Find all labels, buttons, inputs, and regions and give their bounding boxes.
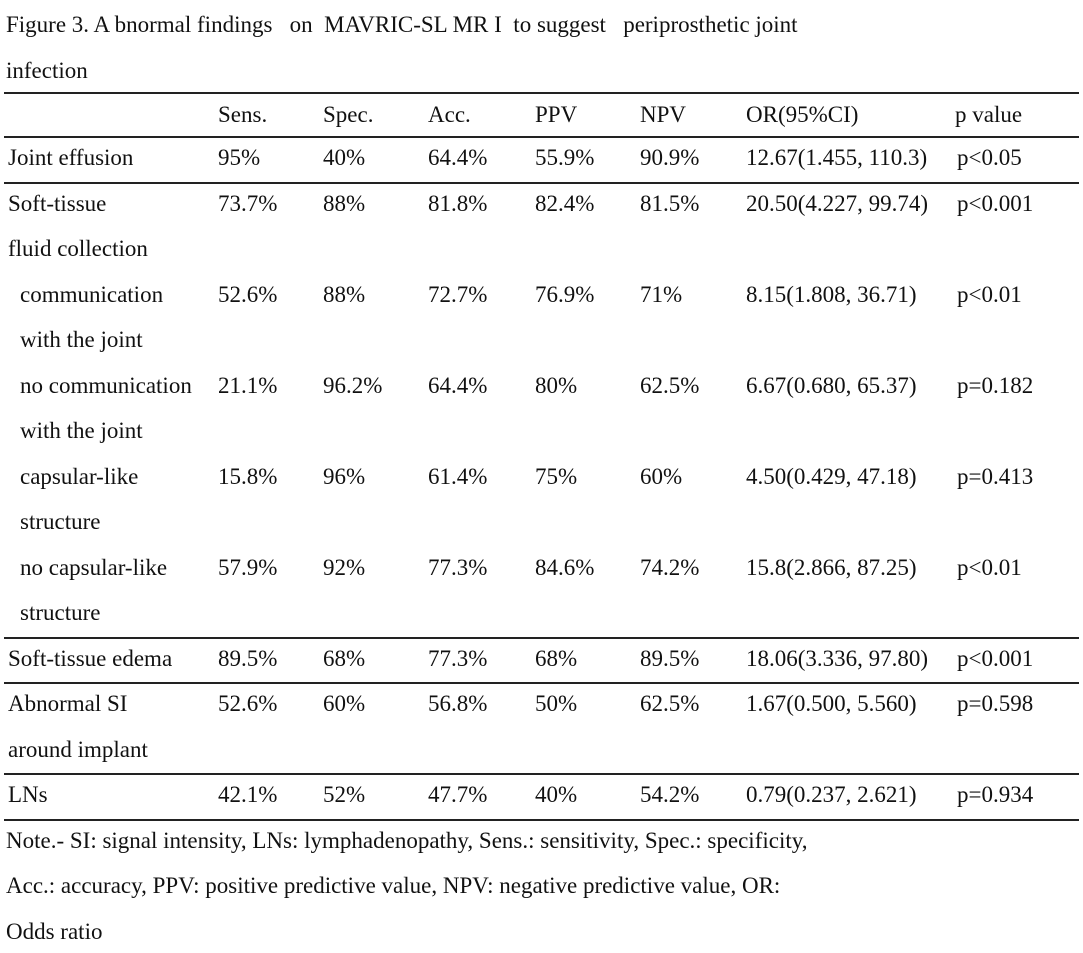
cell: 89.5% (640, 645, 700, 671)
cell: 95% (218, 145, 261, 170)
cell: 81.8% (428, 190, 488, 216)
row-label: structure (20, 509, 101, 534)
cell: 52% (323, 782, 366, 807)
row-label: Abnormal SI (8, 691, 128, 716)
cell: 60% (640, 463, 683, 489)
table-rule (4, 682, 1079, 684)
cell: 62.5% (640, 372, 700, 398)
table-rule (4, 136, 1079, 138)
cell: p=0.598 (957, 691, 1034, 716)
cell: 57.9% (218, 554, 278, 580)
cell: p<0.01 (957, 554, 1022, 580)
row-label: capsular-like (20, 463, 139, 489)
cell: 21.1% (218, 372, 278, 398)
cell: 12.67(1.455, 110.3) (746, 145, 928, 170)
row-label: LNs (8, 782, 48, 807)
column-header: p value (955, 102, 1023, 127)
cell: 68% (323, 645, 366, 671)
cell: p=0.413 (957, 463, 1034, 489)
column-header: PPV (535, 102, 578, 127)
cell: 77.3% (428, 554, 488, 580)
row-label: with the joint (20, 418, 143, 443)
cell: 81.5% (640, 190, 700, 216)
cell: p<0.001 (957, 645, 1034, 671)
cell: 55.9% (535, 145, 595, 170)
table-rule (4, 773, 1079, 775)
cell: p<0.05 (957, 145, 1022, 170)
note-line: Odds ratio (6, 918, 103, 944)
cell: 18.06(3.336, 97.80) (746, 645, 929, 671)
cell: 8.15(1.808, 36.71) (746, 281, 917, 307)
row-label: communication (20, 281, 164, 307)
cell: 71% (640, 281, 683, 307)
cell: 96.2% (323, 372, 383, 398)
title-line: Figure 3. A bnormal findings on MAVRIC-S… (6, 12, 798, 37)
cell: 92% (323, 554, 366, 580)
row-label: no communication (20, 372, 192, 398)
table-rule (4, 92, 1079, 94)
cell: p<0.01 (957, 281, 1022, 307)
cell: p=0.182 (957, 372, 1034, 398)
cell: 88% (323, 190, 366, 216)
row-label: Joint effusion (8, 145, 134, 170)
cell: 6.67(0.680, 65.37) (746, 372, 917, 398)
cell: 42.1% (218, 782, 278, 807)
row-label: with the joint (20, 327, 143, 352)
table-rule (4, 636, 1079, 639)
column-header: Acc. (428, 102, 471, 127)
cell: 73.7% (218, 190, 278, 216)
note-line: Acc.: accuracy, PPV: positive predictive… (6, 873, 781, 898)
cell: 50% (535, 691, 578, 716)
row-label: around implant (8, 736, 148, 762)
cell: 52.6% (218, 281, 278, 307)
cell: 0.79(0.237, 2.621) (746, 782, 917, 807)
cell: 52.6% (218, 691, 278, 716)
table-rule (4, 818, 1079, 821)
row-label: Soft-tissue (8, 190, 107, 216)
cell: 40% (535, 782, 578, 807)
column-header: Spec. (323, 102, 374, 127)
cell: 88% (323, 281, 366, 307)
cell: p<0.001 (957, 190, 1034, 216)
column-header: Sens. (218, 102, 268, 127)
cell: 72.7% (428, 281, 488, 307)
cell: 61.4% (428, 463, 488, 489)
column-header: OR(95%CI) (746, 102, 859, 127)
cell: 47.7% (428, 782, 488, 807)
cell: 4.50(0.429, 47.18) (746, 463, 917, 489)
row-label: no capsular-like (20, 554, 168, 580)
row-label: structure (20, 600, 101, 625)
cell: 84.6% (535, 554, 595, 580)
cell: 80% (535, 372, 578, 398)
cell: 75% (535, 463, 578, 489)
note-line: Note.- SI: signal intensity, LNs: lympha… (6, 827, 808, 853)
table-rule (4, 181, 1079, 184)
cell: 40% (323, 145, 366, 170)
cell: 82.4% (535, 190, 595, 216)
cell: 64.4% (428, 372, 488, 398)
cell: 64.4% (428, 145, 488, 170)
cell: 76.9% (535, 281, 595, 307)
row-label: Soft-tissue edema (8, 645, 173, 671)
cell: 60% (323, 691, 366, 716)
cell: 54.2% (640, 782, 700, 807)
cell: 96% (323, 463, 366, 489)
cell: 15.8% (218, 463, 278, 489)
cell: 1.67(0.500, 5.560) (746, 691, 917, 716)
cell: 90.9% (640, 145, 700, 170)
row-label: fluid collection (8, 236, 148, 261)
cell: 89.5% (218, 645, 278, 671)
column-header: NPV (640, 102, 687, 127)
cell: 20.50(4.227, 99.74) (746, 190, 929, 216)
cell: 15.8(2.866, 87.25) (746, 554, 917, 580)
cell: 74.2% (640, 554, 700, 580)
cell: 77.3% (428, 645, 488, 671)
cell: 68% (535, 645, 578, 671)
title-line: infection (6, 57, 88, 83)
cell: 56.8% (428, 691, 488, 716)
cell: p=0.934 (957, 782, 1034, 807)
cell: 62.5% (640, 691, 700, 716)
